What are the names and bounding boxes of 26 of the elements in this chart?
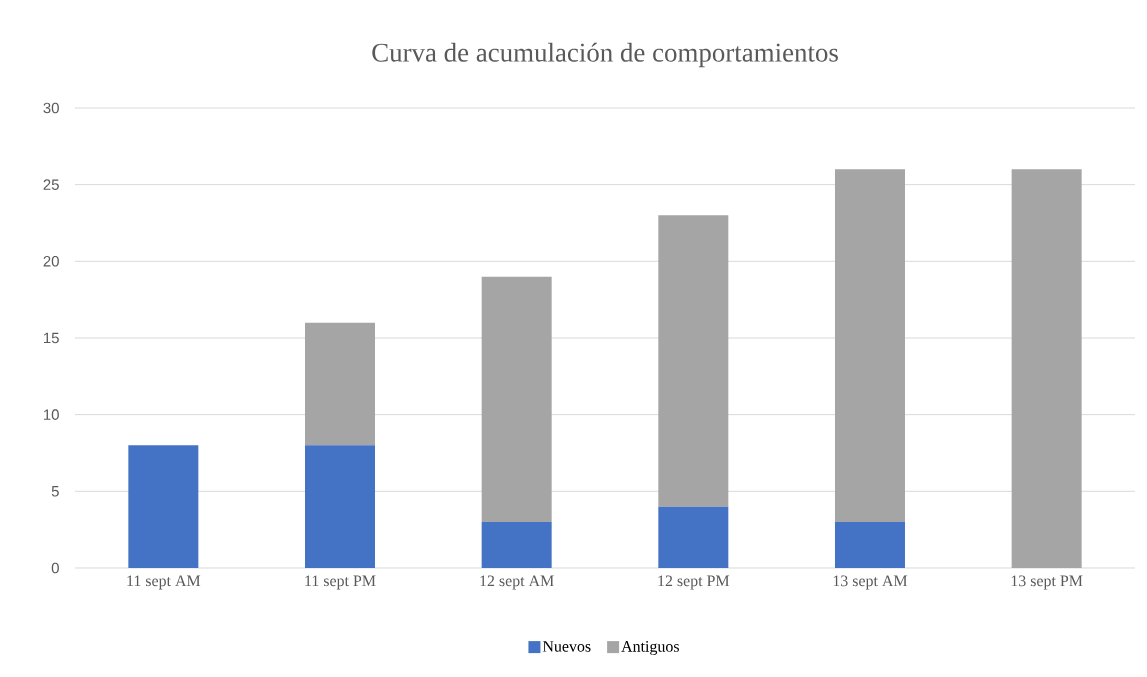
bar [305, 322, 375, 446]
bar [128, 445, 199, 568]
legend-label: Nuevos [542, 641, 591, 652]
y-tick-label: 0 [51, 562, 59, 574]
legend-label: Antiguos [621, 641, 679, 656]
bar [658, 506, 729, 568]
bar [305, 445, 375, 568]
chart-title: Curva de acumulación de comportamientos [372, 42, 838, 68]
x-tick-label: 12 sept PM [658, 575, 730, 590]
y-tick-label: 30 [43, 102, 59, 114]
x-tick-label: 13 sept AM [833, 575, 908, 590]
y-tick-label: 20 [43, 256, 59, 267]
y-tick-label: 25 [43, 179, 59, 190]
bar [834, 521, 905, 568]
x-tick-label: 11 sept PM [305, 575, 376, 590]
y-tick-label: 15 [44, 332, 59, 344]
x-tick-label: 11 sept AM [127, 575, 201, 590]
x-tick-label: 13 sept PM [1011, 575, 1083, 590]
bar [481, 276, 552, 522]
bar [834, 169, 905, 522]
x-tick-label: 12 sept AM [480, 575, 554, 590]
bar [1011, 169, 1082, 568]
bar [658, 215, 729, 507]
y-tick-label: 10 [44, 409, 59, 420]
bar [481, 521, 552, 568]
y-tick-label: 5 [51, 486, 59, 497]
